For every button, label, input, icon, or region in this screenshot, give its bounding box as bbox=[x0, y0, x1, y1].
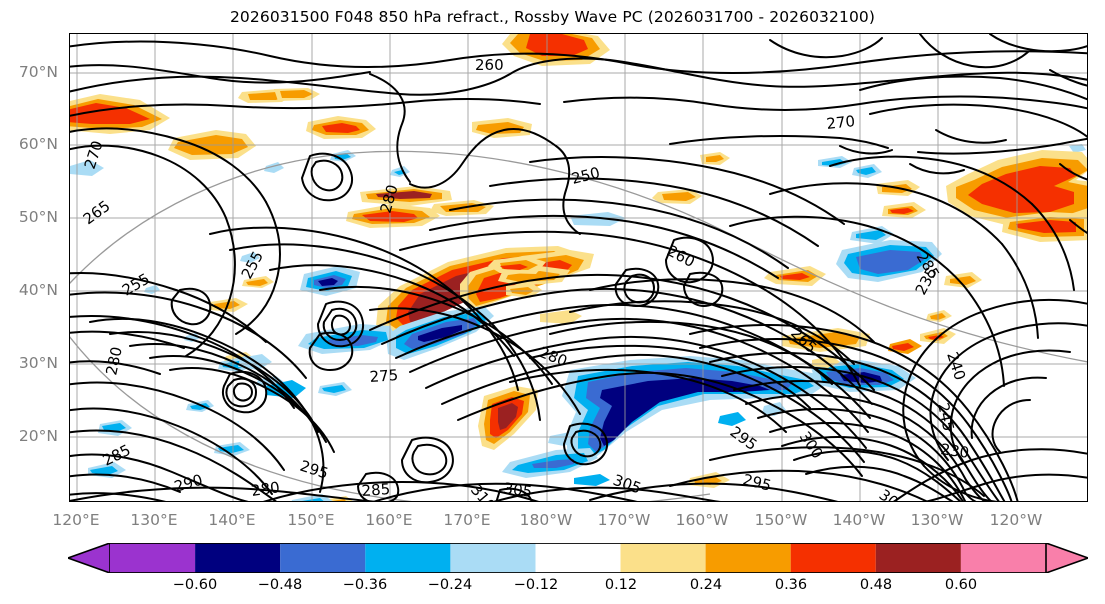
svg-text:230: 230 bbox=[939, 440, 970, 462]
map-plot-area[interactable]: 260 270 270 250 265 280 260 285 255 255 … bbox=[69, 33, 1088, 502]
xtick-180W: 180°W bbox=[519, 511, 573, 529]
cbtick--0.60: −0.60 bbox=[172, 577, 218, 593]
cbtick--0.12: −0.12 bbox=[513, 577, 559, 593]
svg-text:270: 270 bbox=[826, 112, 856, 133]
xtick-120E: 120°E bbox=[52, 511, 100, 529]
figure-title: 2026031500 F048 850 hPa refract., Rossby… bbox=[229, 8, 876, 26]
ytick-20N: 20°N bbox=[18, 427, 58, 445]
colorbar-canvas bbox=[68, 543, 1088, 573]
xtick-130W: 130°W bbox=[910, 511, 964, 529]
cbtick-0.60: 0.60 bbox=[944, 577, 978, 593]
great-circle-arc bbox=[70, 150, 1087, 501]
cbtick-0.12: 0.12 bbox=[604, 577, 638, 593]
cbtick-0.48: 0.48 bbox=[859, 577, 893, 593]
xtick-120W: 120°W bbox=[989, 511, 1043, 529]
svg-text:280: 280 bbox=[102, 345, 126, 377]
xtick-170E: 170°E bbox=[443, 511, 491, 529]
xtick-160E: 160°E bbox=[365, 511, 413, 529]
svg-text:275: 275 bbox=[369, 366, 399, 386]
cbtick--0.48: −0.48 bbox=[257, 577, 303, 593]
map-canvas: 260 270 270 250 265 280 260 285 255 255 … bbox=[70, 34, 1087, 501]
ytick-50N: 50°N bbox=[18, 208, 58, 226]
svg-text:305: 305 bbox=[502, 479, 533, 501]
refractivity-contours bbox=[70, 34, 1087, 501]
ytick-60N: 60°N bbox=[18, 135, 58, 153]
svg-text:280: 280 bbox=[250, 478, 281, 500]
xtick-160W: 160°W bbox=[675, 511, 729, 529]
xtick-140W: 140°W bbox=[832, 511, 886, 529]
ytick-70N: 70°N bbox=[18, 63, 58, 81]
xtick-150E: 150°E bbox=[287, 511, 335, 529]
svg-text:285: 285 bbox=[361, 480, 391, 500]
svg-text:260: 260 bbox=[475, 56, 504, 74]
cbtick--0.36: −0.36 bbox=[342, 577, 388, 593]
xtick-130E: 130°E bbox=[130, 511, 178, 529]
svg-text:245: 245 bbox=[934, 401, 958, 433]
xtick-140E: 140°E bbox=[208, 511, 256, 529]
cbtick--0.24: −0.24 bbox=[427, 577, 473, 593]
ytick-30N: 30°N bbox=[18, 354, 58, 372]
ytick-40N: 40°N bbox=[18, 281, 58, 299]
colorbar[interactable] bbox=[68, 543, 1088, 573]
xtick-150W: 150°W bbox=[754, 511, 808, 529]
cbtick-0.36: 0.36 bbox=[774, 577, 808, 593]
xtick-170W: 170°W bbox=[597, 511, 651, 529]
cbtick-0.24: 0.24 bbox=[689, 577, 723, 593]
latitude-axis: 70°N 60°N 50°N 40°N 30°N 20°N bbox=[0, 0, 64, 604]
